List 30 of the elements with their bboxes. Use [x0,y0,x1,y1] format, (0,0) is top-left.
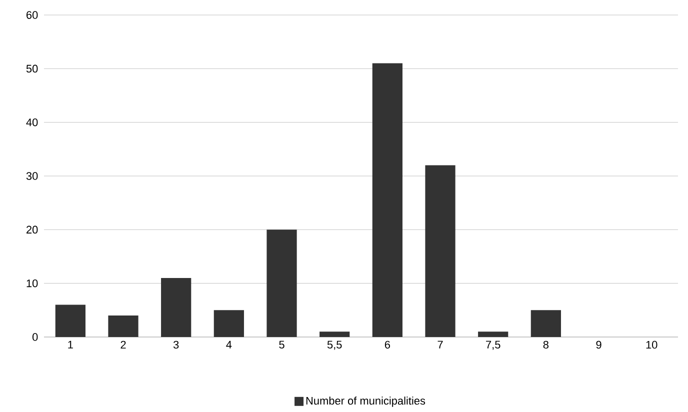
x-tick-label: 7,5 [486,340,500,350]
x-tick-label: 4 [226,340,232,348]
bar [530,310,561,337]
y-tick-label: 30 [26,172,38,180]
x-tick-label: 1 [68,340,73,348]
y-tick-label: 10 [26,279,38,288]
legend-label: Number of municipalities [306,396,426,407]
y-tick-label: 60 [26,11,38,19]
bar [161,278,192,337]
y-tick-label: 50 [26,64,38,73]
x-tick-label: 7 [438,340,443,348]
bar [320,332,350,337]
x-tick-label: 9 [596,340,602,349]
bar [478,332,508,337]
x-tick-label: 8 [543,340,548,349]
y-tick-label: 0 [32,333,38,341]
bar [108,316,138,337]
y-tick-label: 20 [26,226,38,234]
bar [214,310,244,337]
x-tick-label: 5 [279,340,284,348]
bar [55,304,86,337]
y-tick-label: 40 [26,118,38,126]
bar [372,63,402,337]
bar [425,165,456,337]
bar [266,230,297,337]
x-tick-label: 2 [120,340,126,349]
x-tick-label: 10 [646,340,658,349]
x-tick-label: 3 [173,340,179,349]
x-tick-label: 6 [384,340,390,349]
x-tick-label: 5,5 [327,340,342,350]
